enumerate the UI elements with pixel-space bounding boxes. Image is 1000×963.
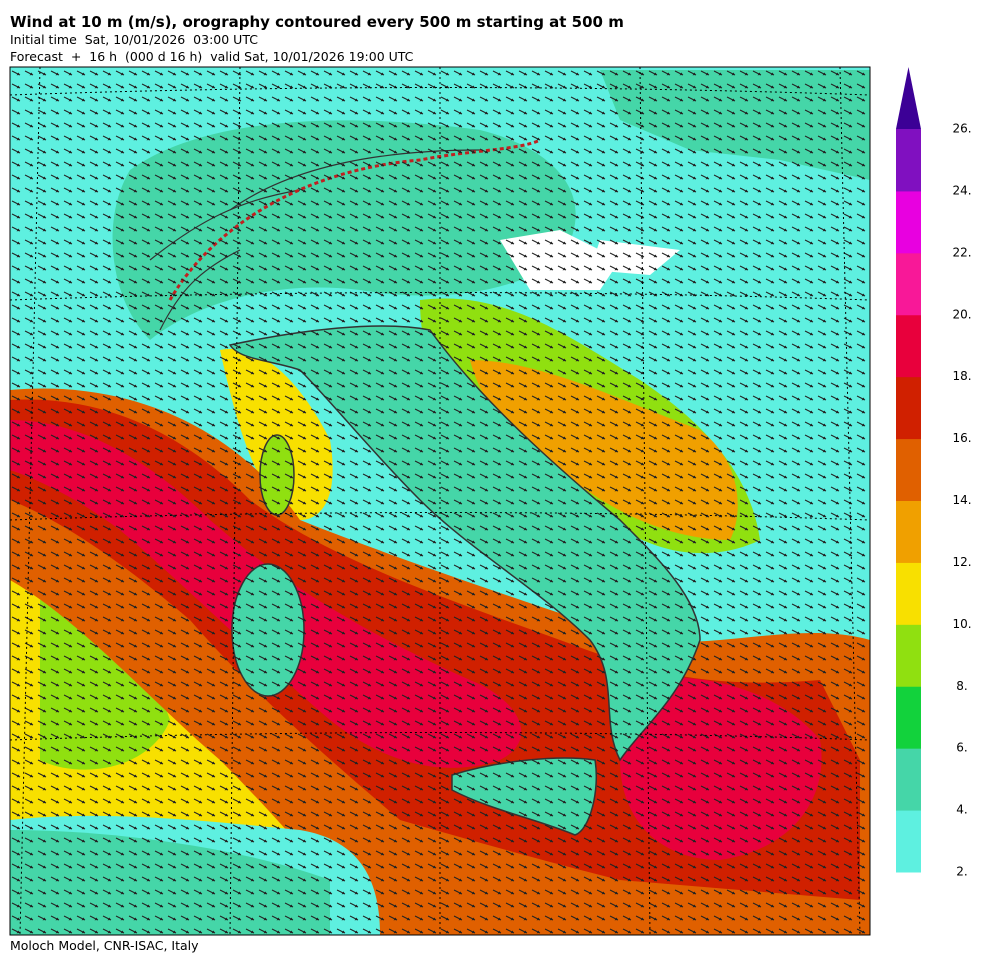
map — [10, 67, 870, 935]
colorbar-bin — [896, 129, 921, 192]
colorbar-bin — [896, 624, 921, 687]
colorbar-extend — [896, 67, 921, 129]
colorbar-bin — [896, 438, 921, 501]
colorbar-label: 20. — [952, 307, 971, 321]
colorbar-bin — [896, 500, 921, 563]
colorbar-label: 2. — [956, 865, 967, 879]
colorbar: 2. 4. 6. 8. 10. 12. 14. 16. 18. 20. 22. 24. 26. — [896, 67, 972, 879]
colorbar-label: 22. — [952, 245, 971, 259]
graticule — [10, 67, 870, 935]
colorbar-bin — [896, 810, 921, 873]
colorbar-label: 14. — [952, 493, 971, 507]
colorbar-label: 10. — [952, 617, 971, 631]
initial-time: Initial time Sat, 10/01/2026 03:00 UTC — [10, 32, 258, 47]
colorbar-bin — [896, 562, 921, 625]
title: Wind at 10 m (m/s), orography contoured … — [10, 13, 624, 31]
colorbar-label: 12. — [952, 555, 971, 569]
colorbar-bin — [896, 314, 921, 378]
colorbar-bin — [896, 748, 921, 811]
colorbar-label: 8. — [956, 679, 967, 693]
colorbar-bin — [896, 252, 921, 316]
footer: Moloch Model, CNR-ISAC, Italy — [10, 938, 199, 953]
colorbar-label: 24. — [952, 183, 971, 197]
colorbar-label: 4. — [956, 803, 967, 817]
map-frame — [9, 66, 871, 936]
colorbar-label: 26. — [952, 122, 971, 136]
colorbar-label: 18. — [952, 369, 971, 383]
wind-arrows — [10, 67, 870, 935]
forecast-time: Forecast + 16 h (000 d 16 h) valid Sat, … — [10, 49, 414, 64]
colorbar-label: 16. — [952, 431, 971, 445]
colorbar-bin — [896, 376, 921, 440]
colorbar-bin — [896, 686, 921, 749]
colorbar-label: 6. — [956, 741, 967, 755]
colorbar-bin — [896, 190, 921, 254]
